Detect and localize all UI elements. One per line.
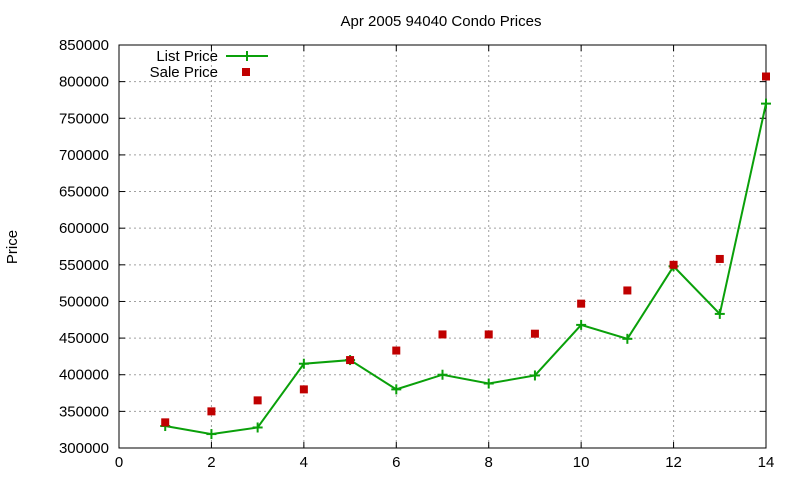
list-price-point	[483, 378, 494, 389]
sale-price-point	[669, 260, 678, 269]
y-tick-label: 300000	[59, 440, 109, 457]
x-tick-label: 12	[665, 454, 682, 471]
y-tick-label: 800000	[59, 74, 109, 91]
sale-price-point	[577, 299, 586, 308]
y-tick-label: 550000	[59, 257, 109, 274]
legend-plus-marker	[242, 51, 252, 61]
y-tick-label: 600000	[59, 220, 109, 237]
list-price-point	[206, 429, 217, 440]
legend-item: List Price	[156, 48, 268, 65]
sale-price-point	[623, 286, 632, 295]
y-tick-label: 500000	[59, 293, 109, 310]
sale-price-point	[161, 418, 170, 427]
sale-price-point	[438, 330, 447, 339]
series-group	[160, 72, 771, 440]
sale-price-point	[299, 385, 308, 394]
list-price-point	[576, 319, 587, 330]
x-tick-label: 0	[115, 454, 123, 471]
legend-label: List Price	[156, 48, 218, 65]
list-price-point	[761, 98, 771, 109]
series-list-price	[160, 98, 771, 440]
y-tick-label: 450000	[59, 330, 109, 347]
y-axis-label: Price	[4, 230, 21, 264]
legend-label: Sale Price	[150, 64, 218, 81]
list-price-point	[437, 369, 448, 380]
list-price-point	[529, 370, 540, 381]
sale-price-point	[715, 254, 724, 263]
y-tick-label: 350000	[59, 403, 109, 420]
list-price-point	[298, 358, 309, 369]
chart-title: Apr 2005 94040 Condo Prices	[341, 13, 542, 30]
x-tick-label: 2	[207, 454, 215, 471]
sale-price-point	[484, 330, 493, 339]
axis-ticks: 0 2 4 6 8 10 12 14 300000 350000 400000 450000 50000…	[59, 37, 774, 471]
legend-item: Sale Price	[150, 64, 250, 81]
y-tick-label: 700000	[59, 147, 109, 164]
series-sale-price	[161, 72, 770, 427]
list-price-point	[252, 422, 263, 433]
legend-square-marker	[242, 68, 250, 76]
sale-price-point	[762, 72, 770, 81]
y-tick-label: 650000	[59, 184, 109, 201]
sale-price-point	[530, 329, 539, 338]
x-tick-label: 10	[573, 454, 590, 471]
list-price-point	[622, 333, 633, 344]
grid	[119, 45, 766, 448]
series-line	[165, 103, 767, 436]
x-tick-label: 4	[300, 454, 308, 471]
x-tick-label: 6	[392, 454, 400, 471]
x-tick-label: 8	[485, 454, 493, 471]
y-tick-label: 400000	[59, 367, 109, 384]
sale-price-point	[346, 356, 355, 365]
sale-price-point	[392, 346, 401, 355]
y-tick-label: 750000	[59, 110, 109, 127]
x-tick-label: 14	[758, 454, 775, 471]
list-price-point	[714, 308, 725, 319]
sale-price-point	[253, 396, 262, 405]
plot-area-border	[118, 44, 767, 449]
sale-price-point	[207, 407, 216, 416]
list-price-point	[391, 384, 402, 395]
y-tick-label: 850000	[59, 37, 109, 54]
